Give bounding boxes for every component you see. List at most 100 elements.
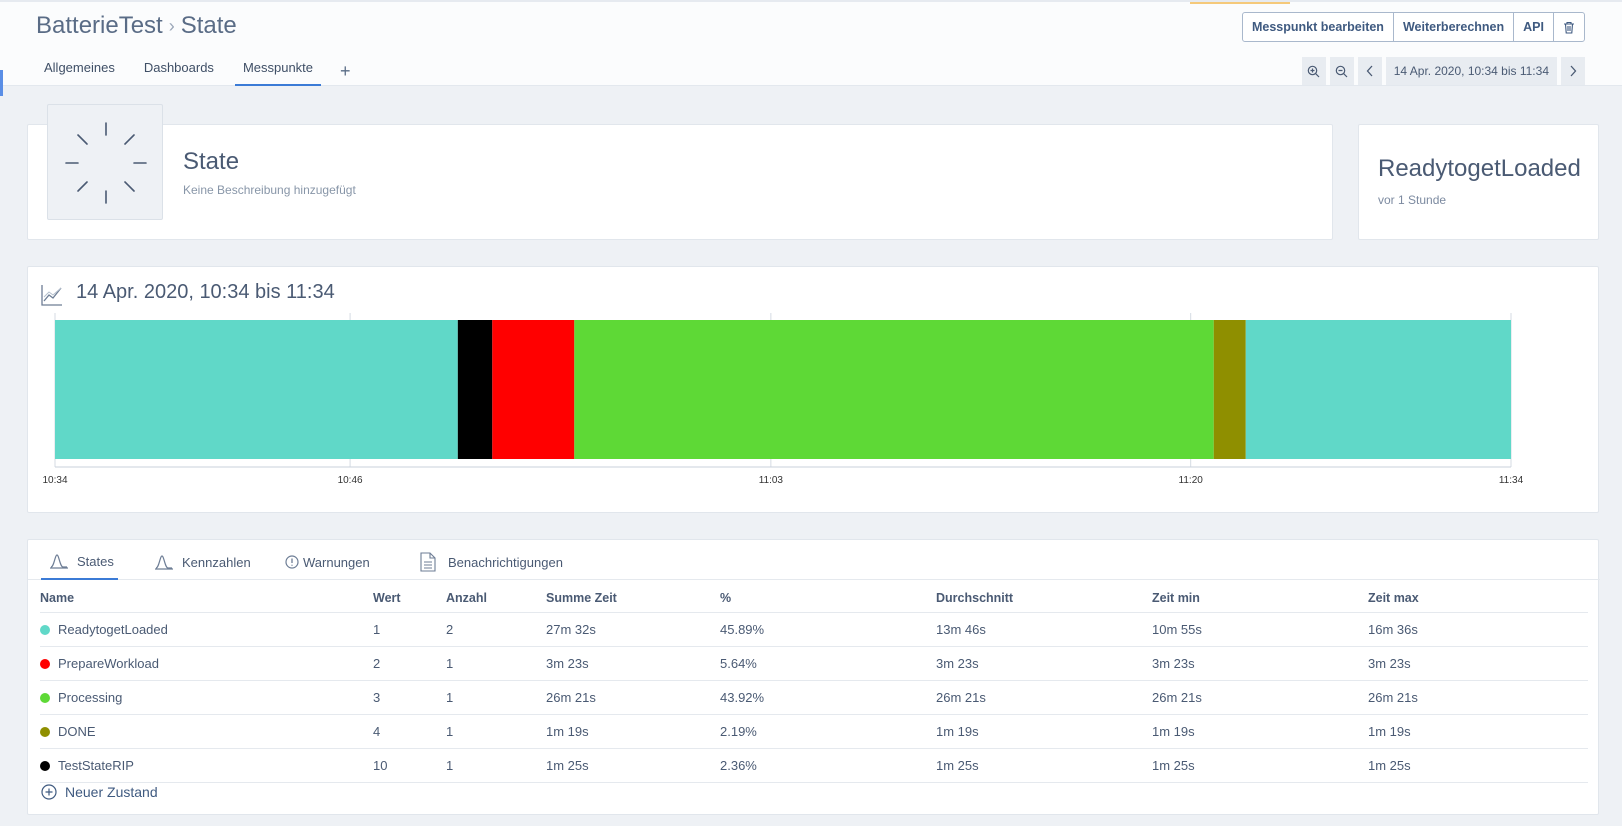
time-controls: 14 Apr. 2020, 10:34 bis 11:34 [1301, 57, 1585, 85]
tab-allgemeines[interactable]: Allgemeines [44, 60, 115, 75]
avg-cell: 26m 21s [936, 680, 1152, 715]
tab-kennzahlen-label: Kennzahlen [182, 554, 251, 570]
zoom-out-button[interactable] [1329, 57, 1354, 85]
trash-icon [1564, 21, 1574, 34]
wert-cell: 3 [373, 680, 446, 715]
x-tick-label: 11:34 [1499, 475, 1524, 486]
state-name-cell: DONE [40, 714, 373, 749]
wert-cell: 2 [373, 646, 446, 681]
max-cell: 26m 21s [1368, 680, 1588, 715]
warning-icon [285, 555, 299, 569]
tab-warnungen[interactable]: Warnungen [285, 550, 370, 580]
state-name: Processing [58, 689, 123, 705]
timeline-chart[interactable]: 10:34 10:46 11:03 11:20 11:34 [28, 312, 1600, 502]
summe-cell: 1m 19s [546, 714, 720, 749]
timeline-chart-card: 14 Apr. 2020, 10:34 bis 11:34 10:34 10:46… [27, 266, 1599, 513]
min-cell: 3m 23s [1152, 646, 1368, 681]
table-row[interactable]: TestStateRIP 10 1 1m 25s 2.36% 1m 25s 1m… [40, 748, 1588, 783]
current-state-value: ReadytogetLoaded [1378, 155, 1581, 182]
tab-dashboards[interactable]: Dashboards [143, 60, 214, 75]
column-header: Zeit max [1368, 584, 1588, 613]
percent-cell: 5.64% [720, 646, 936, 681]
zoom-in-button[interactable] [1301, 57, 1326, 85]
tab-states[interactable]: States [41, 550, 118, 580]
main-tabs: Allgemeines Dashboards Messpunkte + [36, 58, 357, 86]
max-cell: 3m 23s [1368, 646, 1588, 681]
table-header-row: Name Wert Anzahl Summe Zeit % Durchschni… [40, 584, 1588, 613]
chart-title: 14 Apr. 2020, 10:34 bis 11:34 [76, 281, 335, 303]
column-header: Summe Zeit [546, 584, 720, 613]
column-header: Durchschnitt [936, 584, 1152, 613]
percent-cell: 45.89% [720, 612, 936, 647]
avg-cell: 3m 23s [936, 646, 1152, 681]
edit-measurement-button[interactable]: Messpunkt bearbeiten [1243, 13, 1394, 41]
tab-states-label: States [77, 553, 114, 569]
table-row[interactable]: PrepareWorkload 2 1 3m 23s 5.64% 3m 23s … [40, 646, 1588, 681]
zoom-out-icon [1335, 65, 1348, 77]
prev-range-button[interactable] [1357, 57, 1382, 85]
state-color-dot [40, 692, 50, 703]
states-table: Name Wert Anzahl Summe Zeit % Durchschni… [40, 584, 1588, 783]
state-name: TestStateRIP [58, 757, 134, 773]
x-tick-label: 11:20 [1179, 475, 1204, 486]
anzahl-cell: 1 [446, 714, 546, 749]
avg-cell: 1m 25s [936, 748, 1152, 783]
new-state-button[interactable]: Neuer Zustand [41, 784, 158, 800]
percent-cell: 43.92% [720, 680, 936, 715]
anzahl-cell: 1 [446, 646, 546, 681]
current-value-card: ReadytogetLoaded vor 1 Stunde [1358, 124, 1599, 240]
min-cell: 1m 19s [1152, 714, 1368, 749]
breadcrumb-root[interactable]: BatterieTest [36, 12, 163, 39]
state-title: State [183, 148, 240, 175]
timeline-segment-PrepareWorkload[interactable] [492, 320, 575, 459]
tab-messpunkte[interactable]: Messpunkte [234, 58, 322, 86]
action-button-group: Messpunkt bearbeiten Weiterberechnen API [1241, 12, 1585, 42]
column-header: Anzahl [446, 584, 546, 613]
x-tick-label: 10:46 [338, 475, 363, 486]
table-row[interactable]: ReadytogetLoaded 1 2 27m 32s 45.89% 13m … [40, 612, 1588, 647]
state-color-dot [40, 760, 50, 771]
state-name-cell: PrepareWorkload [40, 646, 373, 681]
max-cell: 16m 36s [1368, 612, 1588, 647]
states-table-card: States Kennzahlen Warnungen Benachrichti… [27, 539, 1600, 815]
state-color-dot [40, 726, 50, 737]
anzahl-cell: 1 [446, 748, 546, 783]
summe-cell: 1m 25s [546, 748, 720, 783]
column-header: Zeit min [1152, 584, 1368, 613]
table-row[interactable]: Processing 3 1 26m 21s 43.92% 26m 21s 26… [40, 680, 1588, 715]
summe-cell: 3m 23s [546, 646, 720, 681]
add-tab-button[interactable]: + [340, 61, 351, 81]
breadcrumb: BatterieTest › State [36, 12, 237, 40]
tab-benachrichtigungen-label: Benachrichtigungen [448, 554, 563, 570]
current-state-time: vor 1 Stunde [1378, 193, 1447, 207]
tab-benachrichtigungen[interactable]: Benachrichtigungen [420, 550, 563, 580]
wert-cell: 4 [373, 714, 446, 749]
time-range-display[interactable]: 14 Apr. 2020, 10:34 bis 11:34 [1385, 57, 1557, 85]
accent-line [1190, 2, 1290, 4]
table-row[interactable]: DONE 4 1 1m 19s 2.19% 1m 19s 1m 19s 1m 1… [40, 714, 1588, 749]
recalculate-button[interactable]: Weiterberechnen [1394, 13, 1515, 41]
api-button[interactable]: API [1514, 13, 1554, 41]
timeline-segment-ReadytogetLoaded[interactable] [55, 320, 458, 459]
new-state-label: Neuer Zustand [65, 784, 158, 800]
wert-cell: 10 [373, 748, 446, 783]
timeline-segment-DONE[interactable] [1213, 320, 1246, 459]
table-tabs: States Kennzahlen Warnungen Benachrichti… [28, 540, 1600, 580]
state-name-cell: ReadytogetLoaded [40, 612, 373, 647]
x-tick-label: 10:34 [42, 475, 67, 486]
state-name-cell: Processing [40, 680, 373, 715]
column-header: Name [40, 584, 373, 613]
min-cell: 10m 55s [1152, 612, 1368, 647]
timeline-segment-ReadytogetLoaded[interactable] [1245, 320, 1511, 459]
percent-cell: 2.19% [720, 714, 936, 749]
state-logo [47, 104, 163, 220]
summe-cell: 27m 32s [546, 612, 720, 647]
tab-kennzahlen[interactable]: Kennzahlen [154, 550, 251, 580]
delete-button[interactable] [1554, 13, 1584, 41]
next-range-button[interactable] [1561, 57, 1585, 85]
distribution-icon [50, 554, 68, 569]
timeline-segment-TestStateRIP[interactable] [457, 320, 493, 459]
loading-spinner-icon [65, 122, 147, 204]
timeline-segment-Processing[interactable] [574, 320, 1214, 459]
avg-cell: 1m 19s [936, 714, 1152, 749]
